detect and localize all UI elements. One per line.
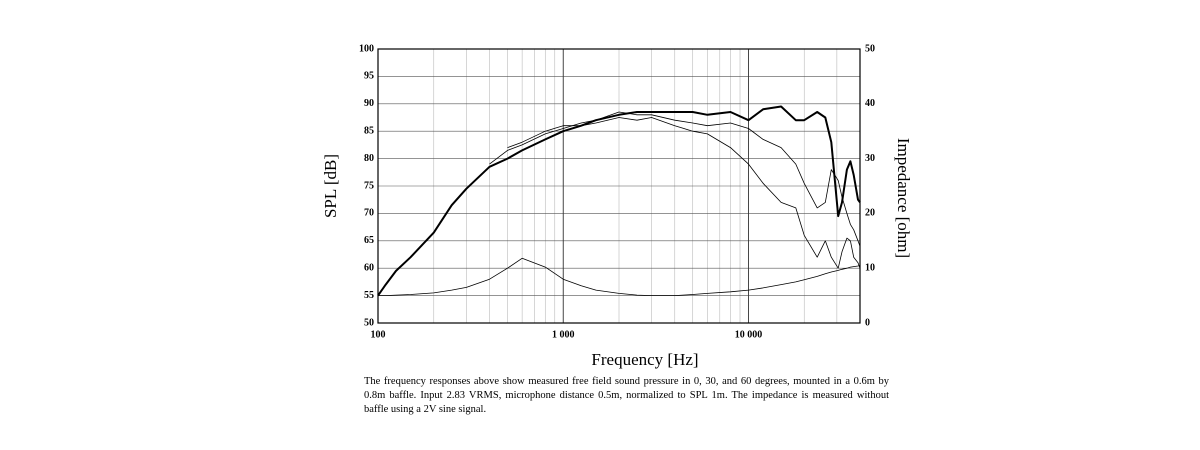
y-tick-label: 80	[364, 153, 374, 164]
y2-tick-label: 0	[865, 317, 870, 328]
y2-tick-label: 20	[865, 208, 875, 219]
x-tick-label: 100	[371, 329, 386, 340]
chart: SPL [dB] Impedance [ohm] Frequency [Hz] …	[321, 43, 913, 369]
y2-tick-label: 40	[865, 98, 875, 109]
y-tick-label: 75	[364, 180, 374, 191]
y-tick-label: 50	[364, 317, 374, 328]
y-tick-label: 85	[364, 125, 374, 136]
x-tick-label: 1 000	[552, 329, 575, 340]
x-tick-label: 10 000	[735, 329, 763, 340]
y-axis-title: SPL [dB]	[321, 154, 340, 218]
y2-tick-label: 30	[865, 153, 875, 164]
y-tick-label: 95	[364, 71, 374, 82]
y-tick-label: 90	[364, 98, 374, 109]
y-tick-label: 70	[364, 208, 374, 219]
plot-frame	[377, 48, 861, 324]
y-tick-label: 55	[364, 290, 374, 301]
y-tick-label: 100	[359, 43, 374, 54]
y2-tick-label: 50	[865, 43, 875, 54]
series-line	[378, 257, 861, 296]
y2-tick-label: 10	[865, 262, 875, 273]
y-tick-label: 65	[364, 235, 374, 246]
series-line	[489, 111, 861, 247]
y2-axis-title: Impedance [ohm]	[894, 138, 913, 258]
y-tick-label: 60	[364, 262, 374, 273]
series-line	[377, 105, 861, 297]
x-axis-title: Frequency [Hz]	[591, 350, 698, 369]
series-line	[507, 117, 861, 269]
caption: The frequency responses above show measu…	[364, 376, 889, 415]
